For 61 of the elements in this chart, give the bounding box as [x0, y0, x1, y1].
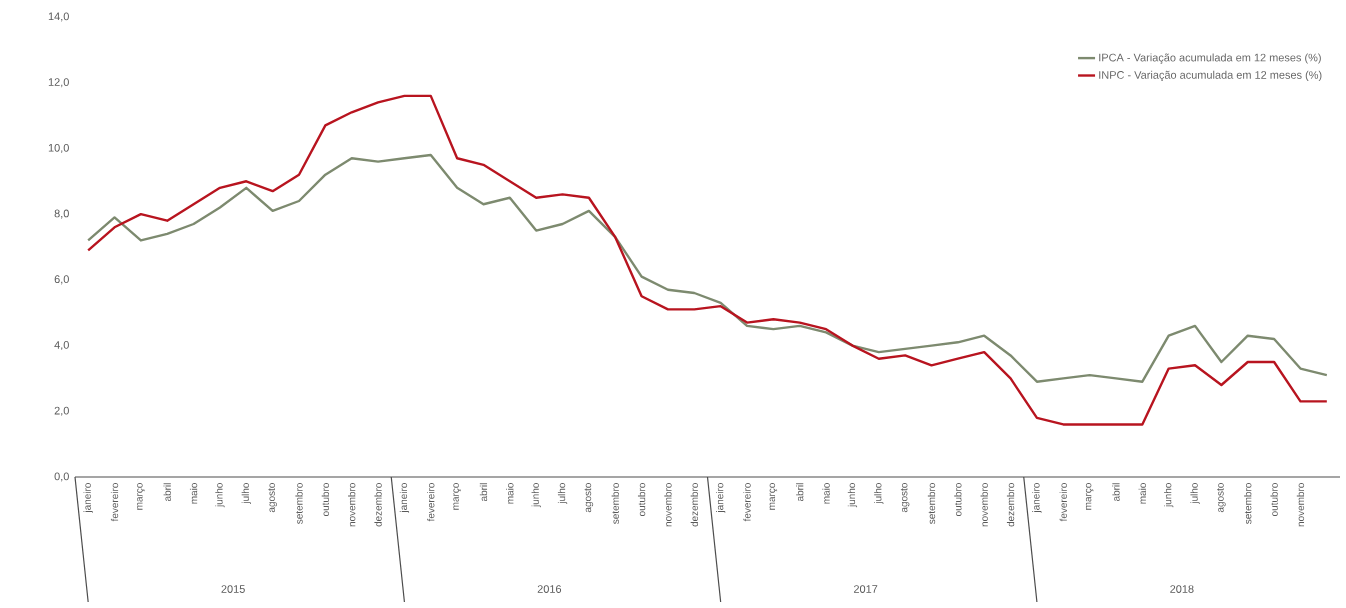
x-tick-label: março: [137, 483, 145, 510]
x-tick-label: março: [453, 483, 461, 510]
text: 2016: [537, 585, 562, 593]
x-tick-label: novembro: [664, 483, 672, 527]
x-tick-label: junho: [1164, 483, 1174, 508]
y-tick-label: 14,0: [48, 12, 69, 22]
x-tick-label: setembro: [1244, 483, 1252, 524]
x-tick-label: julho: [874, 483, 884, 504]
x-tick-label: fevereiro: [743, 483, 751, 522]
x-tick-label: setembro: [295, 483, 303, 524]
x-tick-label: junho: [531, 483, 541, 508]
x-tick-label: fevereiro: [1059, 483, 1067, 522]
x-tick-label: setembro: [611, 483, 619, 524]
x-tick-label: dezembro: [690, 483, 698, 527]
y-tick-label: 12,0: [48, 78, 69, 88]
x-tick-label: agosto: [584, 483, 594, 513]
x-tick-label: outubro: [954, 483, 962, 517]
x-tick-label: junho: [847, 483, 858, 508]
x-tick-label: janeiro: [399, 483, 410, 513]
x-tick-label: abril: [1112, 483, 1120, 502]
x-tick-label: dezembro: [374, 483, 382, 527]
x-tick-label: setembro: [927, 483, 936, 524]
x-tick-label: maio: [1138, 483, 1146, 504]
x-tick-label: maio: [189, 483, 198, 504]
x-tick-label: março: [769, 483, 778, 510]
x-tick-label: abril: [163, 483, 171, 502]
text: 2017: [853, 585, 878, 593]
x-tick-label: janeiro: [716, 483, 726, 513]
x-tick-label: abril: [479, 483, 488, 502]
x-tick-label: maio: [822, 483, 830, 504]
y-tick-label: 4,0: [54, 341, 69, 351]
x-tick-label: julho: [557, 483, 568, 504]
x-tick-label: novembro: [1296, 483, 1305, 527]
text: 2018: [1170, 585, 1194, 593]
x-tick-label: julho: [241, 483, 251, 504]
x-tick-label: outubro: [321, 483, 330, 517]
x-tick-label: agosto: [1217, 483, 1226, 513]
x-tick-label: janeiro: [1032, 483, 1042, 513]
legend-label: INPC - Variação acumulada em 12 meses (%): [1099, 70, 1322, 82]
x-tick-label: agosto: [900, 483, 910, 513]
x-tick-label: dezembro: [1006, 483, 1015, 527]
x-tick-label: outubro: [637, 483, 646, 517]
y-tick-label: 8,0: [54, 209, 69, 219]
x-tick-label: abril: [796, 483, 804, 502]
y-tick-label: 0,0: [54, 472, 69, 482]
y-tick-label: 10,0: [48, 143, 69, 153]
y-tick-label: 2,0: [54, 406, 69, 416]
x-tick-label: junho: [215, 483, 225, 508]
legend-label: IPCA - Variação acumulada em 12 meses (%): [1099, 53, 1321, 64]
x-tick-label: novembro: [980, 483, 988, 527]
y-tick-label: 6,0: [54, 275, 69, 285]
x-tick-label: fevereiro: [110, 483, 119, 522]
x-tick-label: março: [1085, 483, 1094, 510]
x-tick-label: fevereiro: [427, 483, 435, 522]
x-tick-label: maio: [506, 483, 514, 504]
x-tick-label: agosto: [268, 483, 277, 513]
x-tick-label: janeiro: [83, 483, 93, 513]
x-tick-label: julho: [1190, 483, 1200, 504]
x-tick-label: outubro: [1270, 483, 1278, 517]
x-tick-label: novembro: [348, 483, 356, 527]
text: 2015: [221, 585, 245, 593]
